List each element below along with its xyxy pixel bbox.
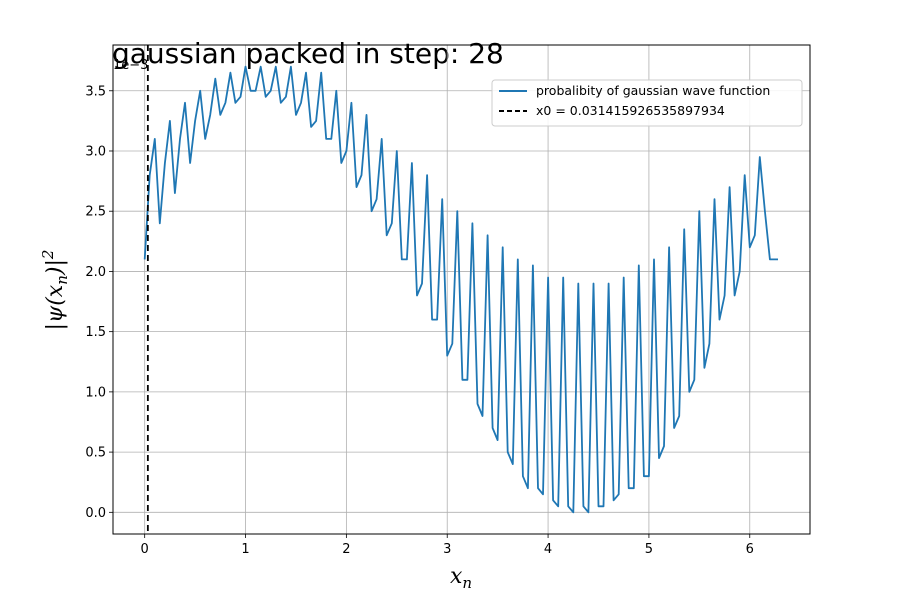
legend-label-x0: x0 = 0.031415926535897934	[536, 103, 725, 118]
x-tick-label: 6	[746, 542, 754, 557]
axis-ticks: 0 1 2 3 4 5 6 0.0 0.5 1.0 1.5 2.0 2.5 3.0 3.5	[85, 84, 754, 557]
y-scale-note: 1e−3	[113, 58, 148, 73]
x-tick-label: 1	[241, 542, 249, 557]
y-tick-label: 3.5	[85, 84, 106, 99]
x-tick-label: 4	[544, 542, 552, 557]
y-tick-label: 3.0	[85, 144, 106, 159]
y-tick-label: 1.0	[85, 385, 106, 400]
y-tick-label: 0.5	[85, 446, 106, 461]
y-axis-label: |ψ(xn)|2	[39, 250, 71, 331]
x-tick-label: 0	[141, 542, 149, 557]
legend-label-series: probalibity of gaussian wave function	[536, 83, 770, 98]
y-tick-label: 0.0	[85, 506, 106, 521]
y-tick-label: 2.5	[85, 205, 106, 220]
series-line	[143, 65, 778, 514]
y-tick-label: 1.5	[85, 325, 106, 340]
y-tick-label: 2.0	[85, 265, 106, 280]
x-tick-label: 5	[645, 542, 653, 557]
chart-title: gaussian packed in step: 28	[112, 37, 504, 70]
legend-box	[491, 79, 803, 127]
plot-frame	[112, 44, 811, 535]
x-tick-label: 2	[342, 542, 350, 557]
x-tick-label: 3	[443, 542, 451, 557]
legend: probalibity of gaussian wave function x0…	[491, 79, 803, 127]
